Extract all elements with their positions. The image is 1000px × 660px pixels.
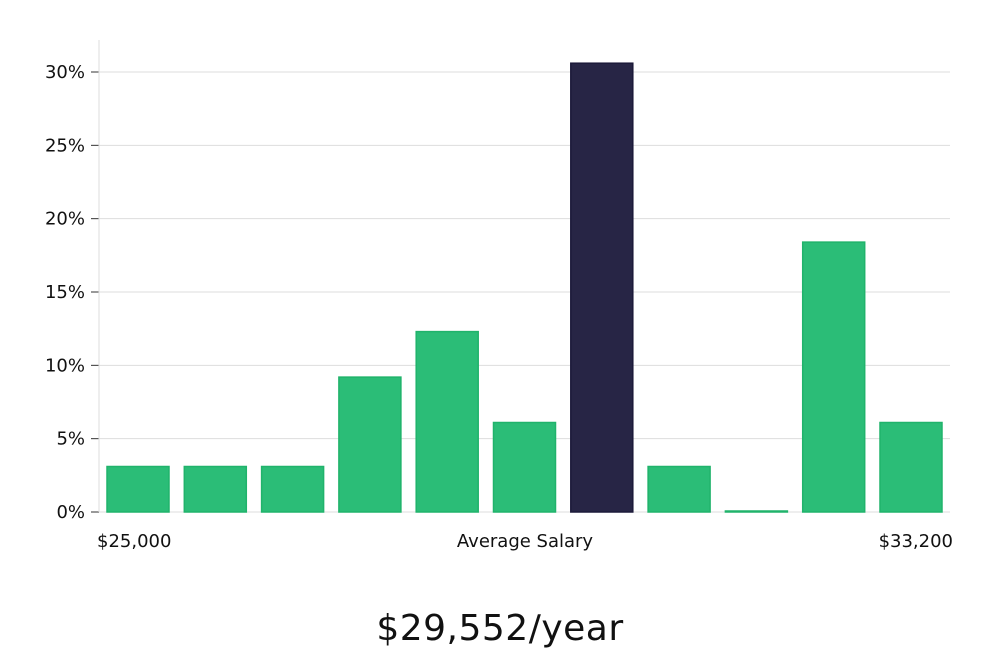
y-tick-label: 30% [45,62,85,83]
y-axis-ticks: 0% 5% 10% 15% 20% 25% 30% [45,62,99,523]
average-salary-value: $29,552/year [376,608,624,649]
bar [415,330,479,513]
bar [801,241,866,513]
bar [647,465,711,513]
bar [724,510,789,513]
y-tick-label: 10% [45,355,85,376]
bar [492,421,557,513]
bar [338,376,402,513]
salary-histogram: 0% 5% 10% 15% 20% 25% 30% $25,000 Average Sala… [45,40,953,552]
y-tick-label: 15% [45,282,85,303]
bar [260,465,325,513]
bars [106,62,943,513]
x-start-label: $25,000 [97,531,171,552]
bar [106,465,170,513]
bar [183,465,248,513]
x-axis-label: Average Salary [457,531,594,552]
bar-highlighted [570,62,634,513]
bar [879,421,943,513]
y-tick-label: 25% [45,135,85,156]
y-tick-label: 5% [56,429,85,450]
grid-lines [99,71,950,513]
y-tick-label: 20% [45,209,85,230]
y-tick-label: 0% [56,502,85,523]
x-end-label: $33,200 [879,531,953,552]
